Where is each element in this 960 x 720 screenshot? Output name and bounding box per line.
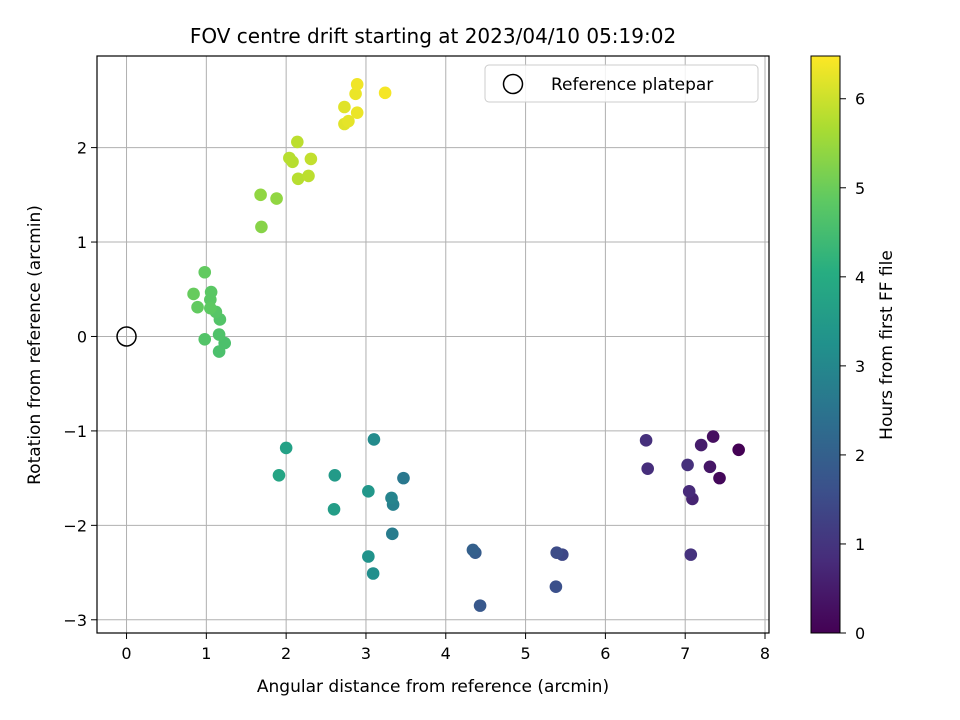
data-point <box>549 580 563 594</box>
data-point <box>302 169 315 183</box>
y-tick-label: −3 <box>63 611 87 630</box>
legend-box <box>484 64 759 103</box>
plot-frame <box>96 55 770 634</box>
data-point <box>681 458 694 472</box>
data-point <box>212 328 226 341</box>
data-point <box>385 491 398 505</box>
data-point <box>367 433 381 446</box>
y-axis-title: Rotation from reference (arcmin) <box>25 205 45 485</box>
x-axis-ticks: 0 1 2 3 4 5 6 7 8 <box>121 633 770 663</box>
data-point <box>694 438 708 452</box>
data-point <box>466 543 480 557</box>
colorbar-gradient <box>810 55 841 634</box>
data-point <box>639 434 653 447</box>
data-point <box>198 333 212 346</box>
x-tick-label: 5 <box>520 644 530 663</box>
x-tick-label: 7 <box>680 644 690 663</box>
x-axis-title: Angular distance from reference (arcmin) <box>257 677 609 697</box>
data-point <box>682 485 696 498</box>
data-point <box>385 527 399 541</box>
scatter-points <box>187 78 745 612</box>
y-tick-label: 1 <box>77 233 87 252</box>
legend-marker-reference-platepar <box>502 73 524 95</box>
x-tick-label: 8 <box>760 644 770 663</box>
data-point <box>279 441 293 455</box>
data-point <box>706 430 720 443</box>
data-point <box>187 287 200 301</box>
legend: Reference platepar <box>484 64 759 103</box>
colorbar-title: Hours from first FF file <box>877 250 897 440</box>
data-point <box>397 471 410 485</box>
data-point <box>641 462 654 475</box>
data-point <box>342 114 355 128</box>
x-tick-label: 2 <box>281 644 291 663</box>
data-point <box>684 548 698 561</box>
data-point <box>255 220 268 234</box>
y-tick-label: 0 <box>77 327 87 346</box>
data-point <box>732 443 745 457</box>
data-point <box>473 599 487 612</box>
data-point <box>291 135 304 149</box>
colorbar-tick-label: 5 <box>855 179 865 198</box>
data-point <box>350 78 364 91</box>
data-point <box>327 502 341 516</box>
data-point <box>362 485 375 498</box>
colorbar-tick-label: 6 <box>855 90 865 109</box>
data-point <box>713 471 726 485</box>
reference-marker-layer <box>116 326 137 347</box>
data-point <box>703 460 717 474</box>
data-point <box>338 100 351 114</box>
data-point <box>272 468 286 482</box>
data-point <box>254 188 267 202</box>
data-point <box>550 546 564 560</box>
data-point <box>291 172 305 186</box>
data-point <box>191 300 204 314</box>
colorbar-ticks: 0 1 2 3 4 5 6 <box>840 90 865 643</box>
x-tick-label: 0 <box>121 644 131 663</box>
x-tick-label: 6 <box>600 644 610 663</box>
colorbar: 0 1 2 3 4 5 6 Hours from first FF file <box>810 55 897 643</box>
legend-label-reference-platepar: Reference platepar <box>551 75 713 95</box>
data-point <box>198 265 212 279</box>
data-point <box>212 345 226 358</box>
data-point <box>328 468 342 482</box>
x-tick-label: 3 <box>361 644 371 663</box>
colorbar-tick-label: 1 <box>855 535 865 554</box>
data-point <box>362 550 375 563</box>
x-tick-label: 4 <box>441 644 451 663</box>
colorbar-tick-label: 3 <box>855 357 865 376</box>
colorbar-tick-label: 0 <box>855 624 865 643</box>
reference-platepar-marker <box>116 326 137 347</box>
data-point <box>378 86 392 100</box>
data-point <box>350 106 364 119</box>
grid <box>97 56 769 633</box>
y-tick-label: −2 <box>63 516 87 535</box>
data-point <box>286 155 299 169</box>
chart-title: FOV centre drift starting at 2023/04/10 … <box>190 24 676 48</box>
x-tick-label: 1 <box>201 644 211 663</box>
data-point <box>366 567 380 580</box>
y-tick-label: 2 <box>77 139 87 158</box>
data-point <box>270 192 283 205</box>
colorbar-tick-label: 4 <box>855 268 865 287</box>
y-tick-label: −1 <box>63 422 87 441</box>
data-point <box>204 301 217 315</box>
data-point <box>304 152 318 166</box>
colorbar-tick-label: 2 <box>855 446 865 465</box>
y-axis-ticks: −3 −2 −1 0 1 2 <box>63 139 97 630</box>
data-point <box>349 87 362 101</box>
